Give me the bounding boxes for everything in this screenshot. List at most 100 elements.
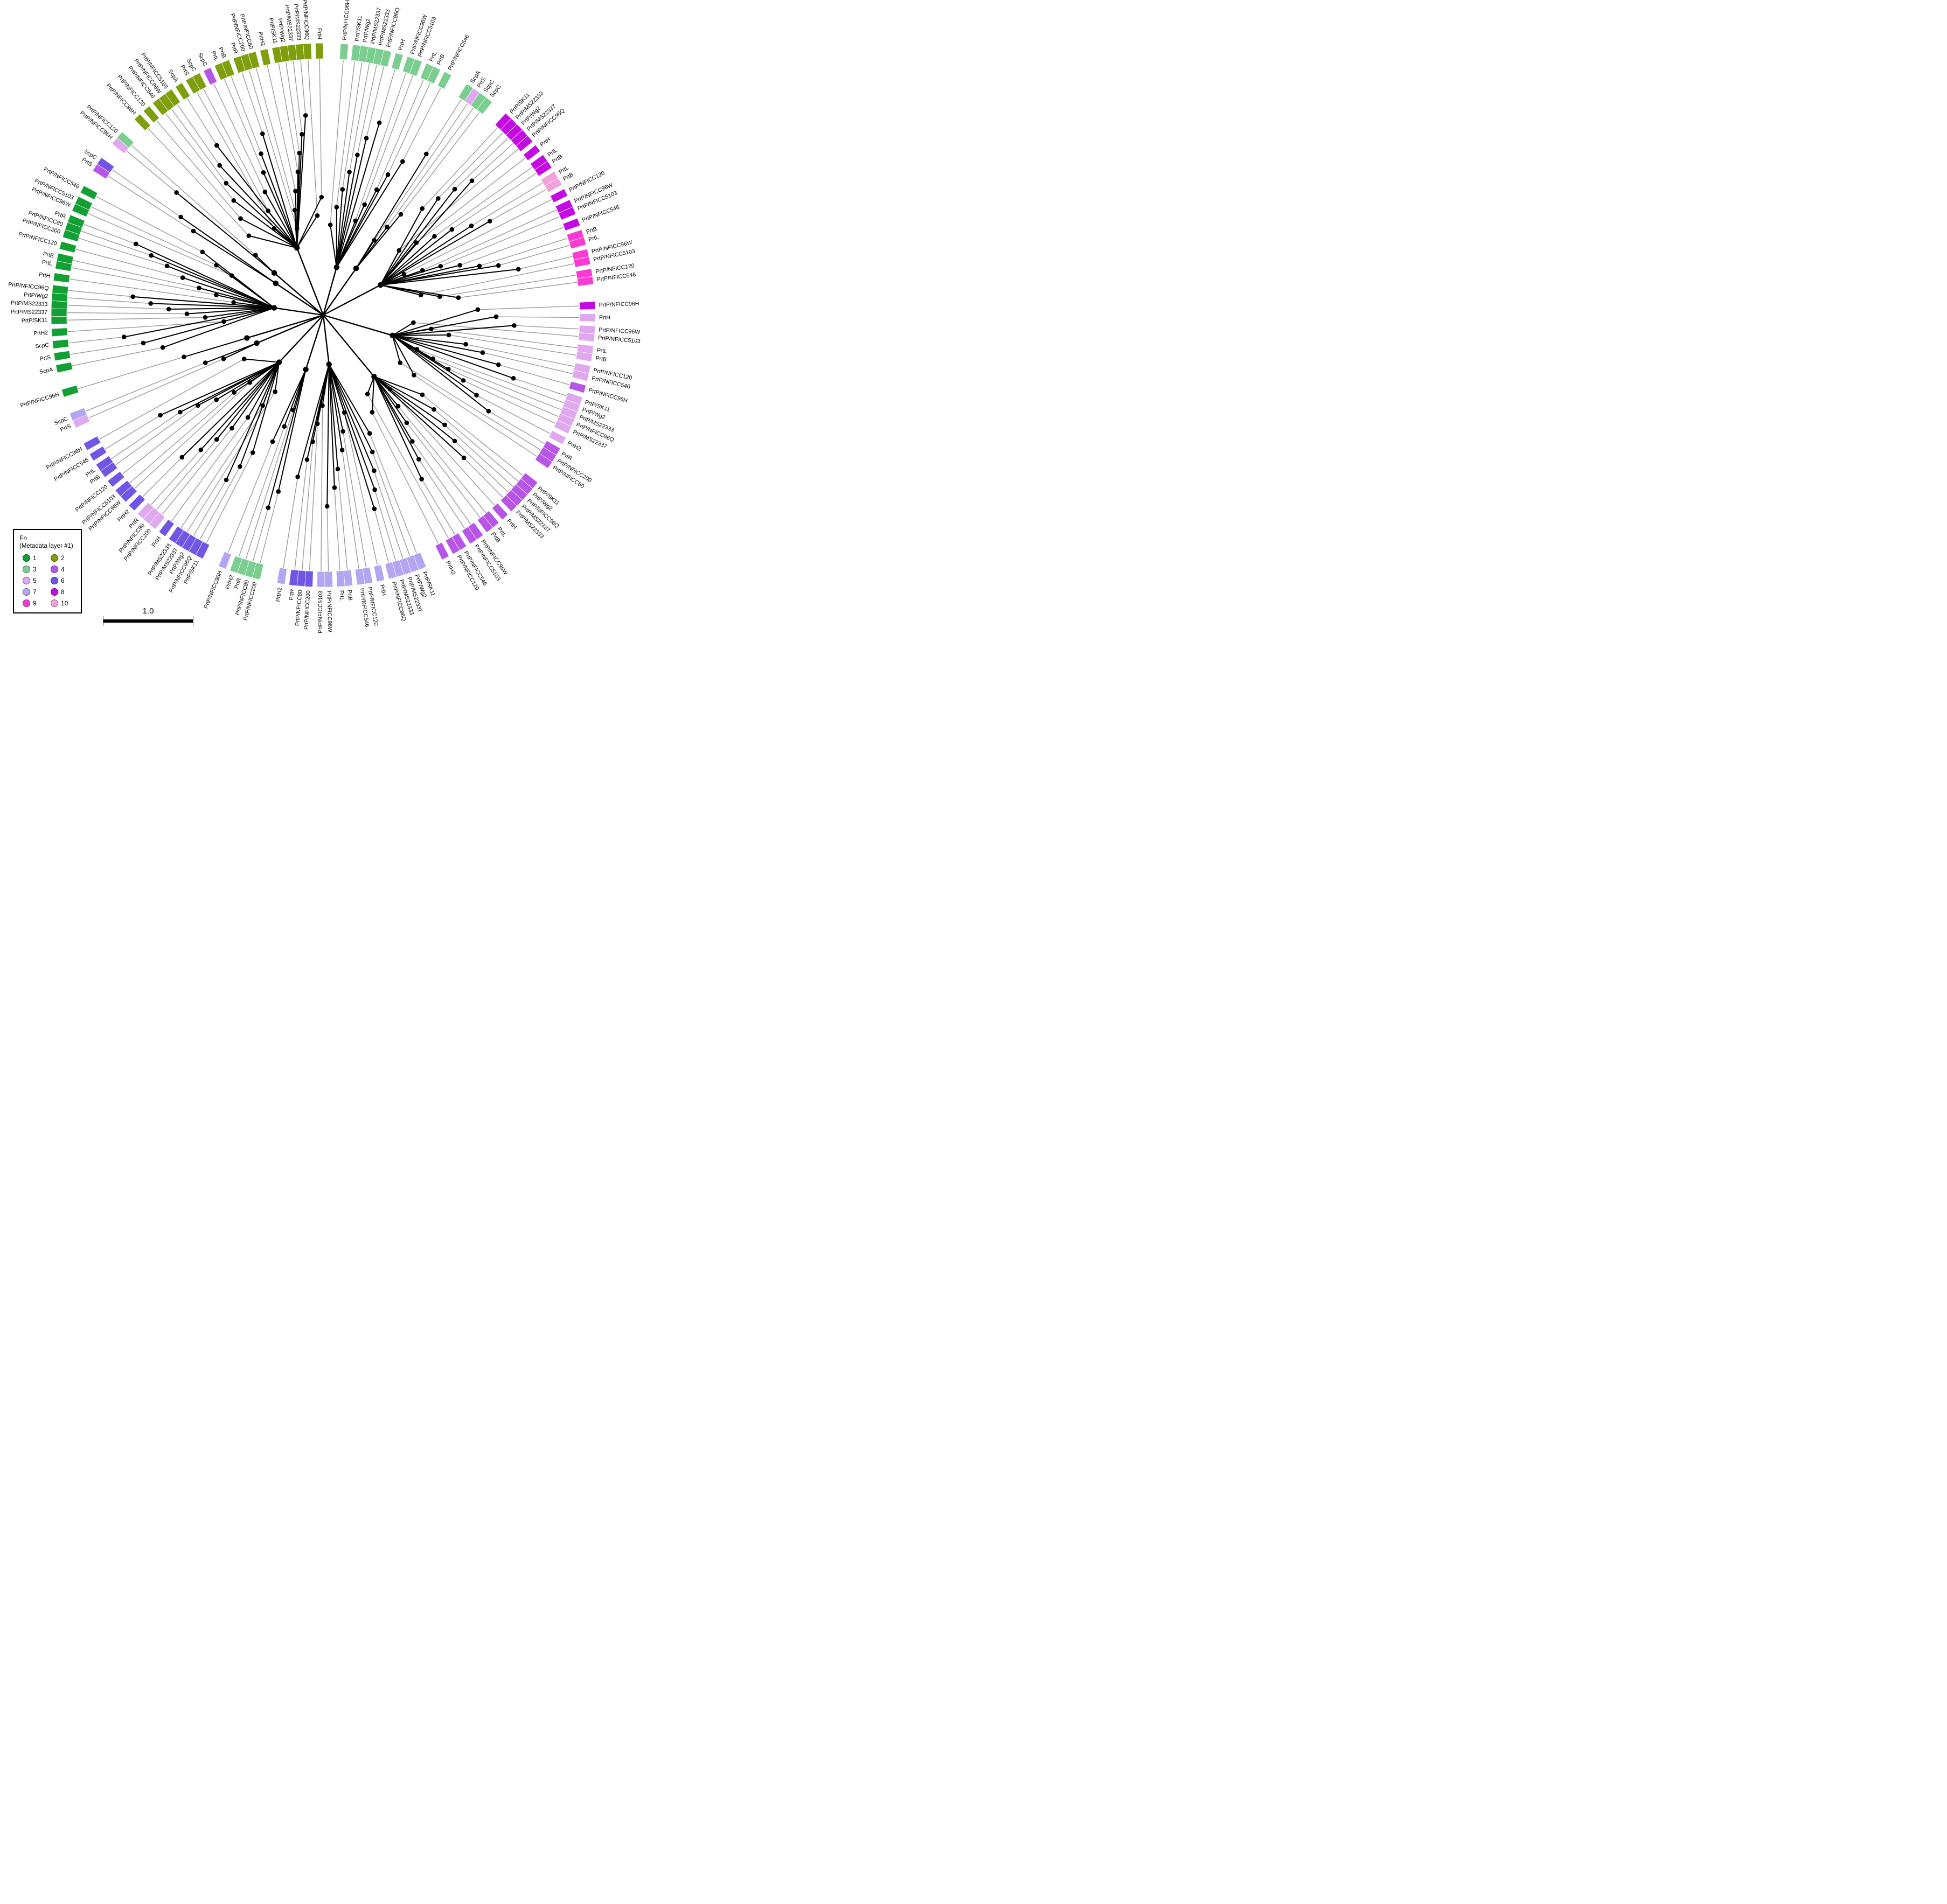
tree-branch — [231, 362, 280, 429]
taxon-arc-segment — [137, 502, 154, 520]
taxon-label: PrtP/NFICC96H — [19, 391, 60, 409]
tree-tip-node — [266, 208, 270, 213]
tree-branch — [380, 208, 423, 285]
tree-tip-node — [385, 172, 391, 177]
tree-branch — [246, 314, 324, 339]
tip-spoke-line — [513, 378, 566, 396]
taxon-arc-segment — [491, 503, 509, 520]
tip-spoke-line — [440, 216, 560, 267]
tip-spoke-line — [337, 469, 348, 570]
legend-value: 1 — [33, 554, 37, 562]
tip-spoke-line — [186, 98, 217, 146]
tree-branch — [371, 376, 375, 413]
taxon-arc-segment — [128, 494, 145, 511]
tree-branch — [322, 315, 330, 365]
tree-branch — [373, 376, 422, 479]
tip-spoke-line — [376, 79, 424, 190]
tree-tip-node — [475, 307, 481, 312]
tree-tip-node — [416, 457, 421, 462]
tree-tip-node — [355, 152, 360, 157]
legend-item: 2 — [51, 554, 77, 562]
tree-branch — [356, 154, 427, 269]
tip-spoke-line — [444, 424, 513, 487]
tip-spoke-line — [448, 368, 559, 417]
tip-spoke-line — [78, 357, 184, 389]
tip-spoke-line — [67, 321, 224, 332]
taxon-arc-segment — [476, 96, 493, 115]
tree-branch — [380, 225, 472, 286]
tip-spoke-line — [349, 63, 370, 172]
tree-branch — [176, 192, 275, 274]
taxon-arc-segment — [562, 218, 581, 231]
tree-tip-node — [438, 263, 443, 269]
taxon-arc-segment — [51, 327, 68, 337]
taxon-arc-segment — [437, 71, 452, 89]
tree-branch — [200, 361, 280, 450]
tree-branch — [205, 307, 275, 318]
tree-branch — [124, 307, 275, 338]
tip-spoke-line — [454, 441, 509, 493]
tree-branch — [231, 275, 275, 309]
tree-branch — [380, 229, 453, 285]
tree-tip-node — [347, 170, 352, 175]
taxon-arc-segment — [303, 43, 312, 60]
tree-tip-node — [362, 202, 367, 207]
tree-internal-node — [271, 305, 277, 311]
tree-tip-node — [164, 263, 170, 269]
tree-tip-node — [303, 113, 308, 118]
tree-tip-node — [174, 190, 179, 195]
tip-spoke-line — [416, 348, 564, 403]
tree-branch — [150, 303, 275, 309]
taxon-arc-segment — [143, 106, 160, 123]
tip-spoke-line — [245, 410, 294, 559]
tree-branch — [169, 307, 275, 310]
tree-tip-node — [160, 345, 165, 350]
tree-tip-node — [446, 367, 451, 372]
tip-spoke-line — [437, 132, 503, 199]
tree-tip-node — [141, 340, 146, 346]
taxon-arc-segment — [461, 526, 477, 545]
tip-spoke-line — [374, 508, 389, 563]
tree-tip-node — [397, 248, 402, 253]
taxon-label: PrtH2 — [444, 560, 457, 576]
tree-tip-node — [292, 207, 297, 213]
taxon-arc-segment — [89, 445, 107, 462]
tip-spoke-line — [156, 120, 241, 219]
tip-spoke-line — [498, 364, 570, 386]
tip-spoke-line — [91, 206, 217, 266]
tree-tip-node — [260, 131, 265, 136]
tip-spoke-line — [422, 394, 523, 476]
tree-branch — [392, 334, 477, 396]
tree-branch — [264, 191, 298, 248]
taxon-label: PrtP/NFICC200 — [303, 590, 311, 630]
tree-branch — [373, 376, 434, 410]
legend-items: 1 2 3 4 5 6 7 8 9 10 — [19, 554, 77, 608]
legend-swatch — [51, 577, 58, 585]
tip-spoke-line — [426, 99, 462, 155]
tree-internal-node — [326, 361, 332, 367]
tip-spoke-line — [372, 451, 411, 556]
tip-spoke-line — [105, 415, 161, 450]
tip-spoke-line — [88, 213, 232, 276]
tree-branch — [267, 369, 307, 508]
tree-tip-node — [420, 392, 425, 397]
tree-internal-node — [378, 282, 384, 288]
tip-spoke-line — [326, 506, 329, 571]
tree-internal-node — [294, 245, 300, 251]
tree-tip-node — [203, 315, 208, 320]
taxon-arc-segment — [53, 350, 71, 361]
legend-value: 7 — [33, 588, 37, 596]
tree-branch — [205, 343, 257, 364]
tree-branch — [323, 315, 375, 377]
tree-branch — [274, 307, 324, 316]
tree-branch — [328, 364, 375, 510]
tip-spoke-line — [112, 169, 182, 218]
tree-tip-node — [511, 376, 516, 381]
tip-spoke-line — [267, 65, 296, 191]
tree-branch — [226, 362, 280, 480]
tip-spoke-line — [460, 227, 564, 266]
tree-tip-node — [310, 439, 315, 444]
scale-bar: 1.0 — [102, 606, 194, 627]
tip-spoke-line — [421, 479, 455, 535]
taxon-arc-segment — [544, 178, 562, 193]
